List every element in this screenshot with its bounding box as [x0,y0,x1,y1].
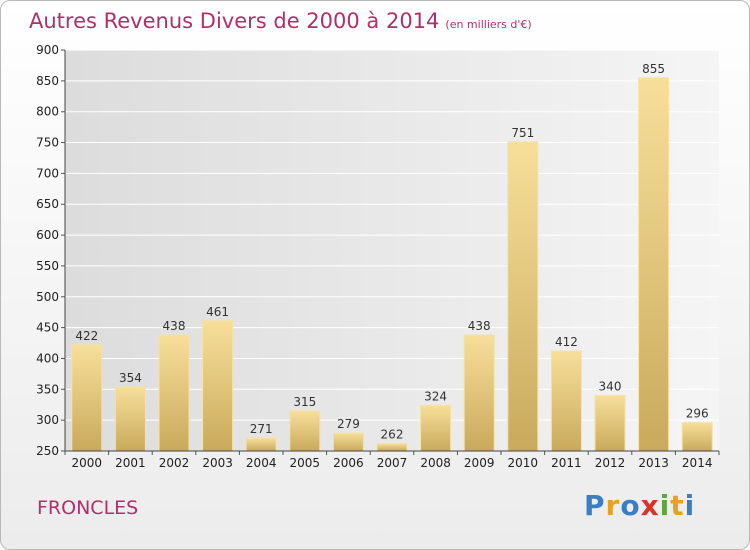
logo-letter: x [640,489,660,522]
chart-title: Autres Revenus Divers de 2000 à 2014 (en … [29,9,532,33]
grid-lines [65,49,719,452]
y-tick-label: 550 [36,259,59,273]
x-tick-label: 2012 [595,456,626,470]
y-tick-label: 900 [36,43,59,57]
x-tick-label: 2009 [464,456,495,470]
y-tick-label: 350 [36,382,59,396]
bar [463,334,495,452]
x-tick-label: 2007 [377,456,408,470]
bar-value-label: 315 [293,395,316,409]
bar [507,141,539,452]
y-tick-label: 850 [36,74,59,88]
x-axis-ticks: 2000 2001 2002 2003 2004 2005 2006 2007 2008 2009… [64,451,720,470]
logo-letter: o [620,489,641,522]
proxiti-logo: Proxiti [584,489,695,522]
y-axis-ticks: 250 300 350 400 450 500 550 600 650 700 750 800 850 9… [36,43,65,458]
y-tick-label: 450 [36,321,59,335]
bar-value-label: 412 [555,335,578,349]
bars: 422 354 438 461 271 315 279 262 324 438 751 412 340 8… [71,62,713,452]
bar [550,350,582,452]
bar [114,386,146,452]
y-tick-label: 600 [36,228,59,242]
x-tick-label: 2014 [682,456,713,470]
x-tick-label: 2013 [638,456,669,470]
bar-value-label: 296 [686,407,709,421]
bar [158,334,190,452]
y-tick-label: 500 [36,290,59,304]
y-tick-label: 800 [36,105,59,119]
logo-letter: t [670,489,685,522]
bar-value-label: 855 [642,62,665,76]
x-tick-label: 2011 [551,456,582,470]
bar-value-label: 438 [163,319,186,333]
y-tick-label: 300 [36,413,59,427]
chart-subtitle: (en milliers d'€) [445,18,532,31]
y-tick-label: 700 [36,166,59,180]
x-tick-label: 2006 [333,456,364,470]
x-tick-label: 2000 [72,456,103,470]
bar-value-label: 262 [381,428,404,442]
x-tick-label: 2010 [508,456,539,470]
logo-letter: i [684,489,696,522]
y-tick-label: 400 [36,351,59,365]
logo-letter: P [584,489,606,522]
y-tick-label: 650 [36,197,59,211]
commune-name: FRONCLES [37,497,139,519]
bar [245,437,277,452]
x-tick-label: 2004 [246,456,277,470]
bar [71,344,103,452]
axes [64,50,719,452]
bar-value-label: 324 [424,389,447,403]
logo-letter: r [605,489,621,522]
bar [420,404,452,452]
bar [376,443,408,452]
bar-value-label: 438 [468,319,491,333]
bar-value-label: 271 [250,422,273,436]
x-tick-label: 2005 [290,456,321,470]
x-tick-label: 2002 [159,456,190,470]
bar-value-label: 354 [119,371,142,385]
bar-value-label: 751 [511,126,534,140]
bar [681,422,713,452]
bar [594,394,626,452]
bar-value-label: 461 [206,305,229,319]
x-tick-label: 2008 [420,456,451,470]
logo-letter: i [659,489,671,522]
x-tick-label: 2001 [115,456,146,470]
y-tick-label: 750 [36,136,59,150]
bar [332,432,364,452]
bar [289,410,321,452]
y-tick-label: 250 [36,444,59,458]
bar-value-label: 279 [337,417,360,431]
chart-title-text: Autres Revenus Divers de 2000 à 2014 [29,9,440,33]
bar-value-label: 422 [75,329,98,343]
bar [202,320,234,452]
bar [638,77,670,452]
bar-value-label: 340 [599,379,622,393]
x-tick-label: 2003 [202,456,233,470]
